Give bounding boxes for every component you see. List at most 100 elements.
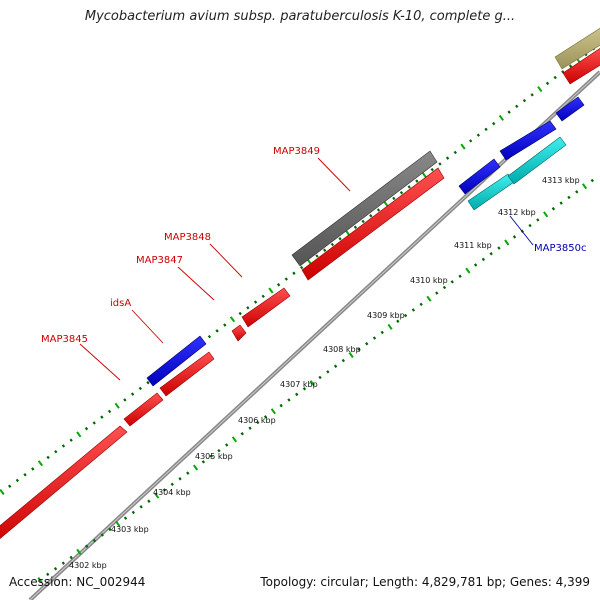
label-map3847[interactable]: MAP3847 [136,255,183,266]
tick-mark [492,121,496,126]
tick-mark [146,380,150,385]
genome-stats-text: Topology: circular; Length: 4,829,781 bp… [260,575,590,589]
tick-mark [426,295,432,302]
label-leaders [79,157,534,381]
tick-mark [37,576,43,584]
tick-mark [292,271,296,275]
olive-feature[interactable] [554,27,600,70]
tick-mark [248,426,252,430]
scale-label: 4306 kbp [238,416,276,425]
tick-mark [435,291,439,295]
scale-label: 4307 kbp [280,380,318,389]
grey-feature[interactable] [291,150,438,267]
tick-mark [76,431,82,438]
tick-mark [231,436,238,443]
scale-label: 4303 kbp [111,525,149,534]
tick-mark [287,398,291,402]
tick-mark [92,538,97,543]
tick-mark [445,156,450,160]
label-idsa[interactable]: idsA [110,298,131,309]
scale-label: 4310 kbp [410,276,448,285]
leader-map3845 [79,343,121,381]
tick-mark [543,211,549,218]
label-map3850c[interactable]: MAP3850c [534,243,586,254]
tick-mark [512,235,517,239]
scale-label: 4309 kbp [367,311,405,320]
gene-map3851c[interactable] [499,120,557,161]
tick-mark [276,283,281,287]
tick-mark [139,505,143,509]
tick-mark [474,263,478,267]
tick-mark [380,330,384,335]
tick-mark [15,478,19,483]
tick-mark [376,208,381,212]
tick-mark [361,219,365,224]
scale-labels: 4302 kbp 4303 kbp 4304 kbp 4305 kbp 4306… [69,176,580,570]
tick-mark [61,444,66,448]
tick-mark [270,408,276,415]
tick-mark [575,190,579,194]
tick-mark [0,489,5,495]
backbone-line [29,71,600,601]
tick-mark [46,572,50,577]
gene-map3845-reverse[interactable] [146,335,207,387]
label-map3848[interactable]: MAP3848 [164,232,211,243]
tick-mark [61,561,65,565]
tick-mark [469,139,473,143]
tick-mark [515,104,519,109]
tick-mark [263,415,268,419]
tick-mark [130,392,135,396]
tick-mark [372,336,377,340]
tick-mark [507,110,511,114]
tick-mark [115,520,121,527]
label-map3849[interactable]: MAP3849 [273,146,320,157]
tick-mark [396,319,400,323]
gene-map3849-b[interactable] [301,167,445,281]
tick-mark [114,402,120,409]
tick-mark [131,510,135,515]
tick-mark [411,308,415,312]
gene-map3846-idsa[interactable] [123,392,164,427]
tick-mark [489,252,493,256]
tick-mark [217,448,221,453]
tick-mark [240,432,244,436]
tick-mark [123,516,128,520]
gene-map3848[interactable] [231,324,247,342]
gene-map3847[interactable] [159,351,215,397]
gene-map3849[interactable] [241,287,291,328]
tick-mark [536,218,540,222]
tick-mark [348,351,354,358]
tick-mark [170,482,174,487]
tick-mark [300,265,304,270]
forward-gene-track [0,47,600,547]
tick-mark [186,471,190,475]
leader-map3850c [509,215,534,246]
label-map3845[interactable]: MAP3845 [41,334,88,345]
tick-mark [279,403,283,408]
tick-mark [590,178,594,183]
tick-mark [403,313,408,318]
tick-mark [138,386,142,391]
gene-map3850c[interactable] [458,158,501,195]
tick-mark [268,287,274,294]
tick-mark [568,64,573,68]
tick-mark [76,548,82,555]
tick-mark [229,316,236,323]
tick-mark [407,185,411,189]
tick-mark [85,544,89,548]
scale-label: 4311 kbp [454,241,492,250]
tick-mark [225,443,229,447]
scale-label: 4304 kbp [153,488,191,497]
tick-mark [284,277,288,281]
tick-mark [458,274,462,278]
tick-mark [453,150,457,155]
gene-right-red[interactable] [562,47,600,85]
tick-mark [69,438,73,442]
tick-mark [323,248,327,252]
tick-mark [223,323,227,327]
gene-map3845[interactable] [0,425,128,547]
gene-map3852c[interactable] [555,96,585,122]
tick-mark [315,254,319,258]
cyan-feature[interactable] [507,136,567,185]
